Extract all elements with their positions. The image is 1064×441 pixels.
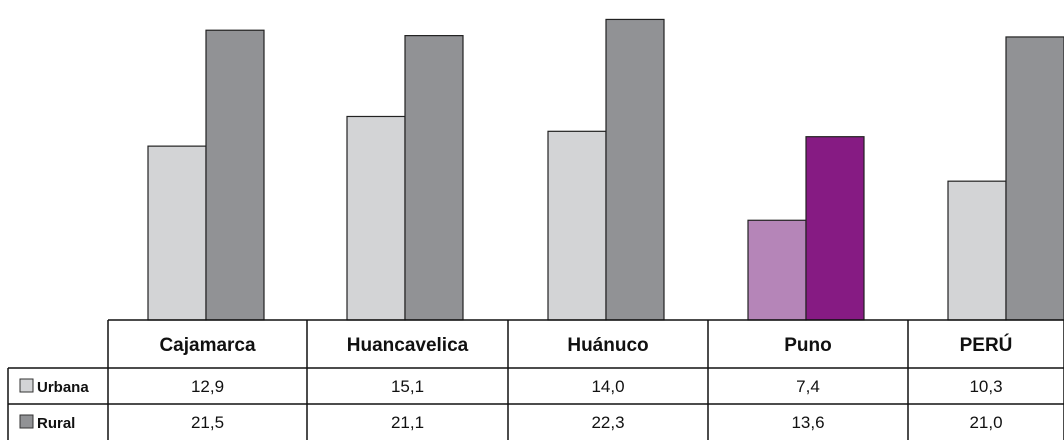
bar-rural-huanuco xyxy=(605,18,665,321)
value-label-rural-cajamarca: 21,5 xyxy=(191,413,224,432)
value-label-rural-huanuco: 22,3 xyxy=(591,413,624,432)
series-label-rural: Rural xyxy=(37,415,75,432)
data-table: Cajamarca Huancavelica Huánuco Puno PERÚ Urba… xyxy=(7,319,1064,440)
value-label-urbana-cajamarca: 12,9 xyxy=(191,377,224,396)
bar-urbana-cajamarca xyxy=(147,145,207,321)
value-label-urbana-puno: 7,4 xyxy=(796,377,820,396)
value-label-rural-peru: 21,0 xyxy=(969,413,1002,432)
category-label-puno: Puno xyxy=(784,335,832,356)
category-label-huancavelica: Huancavelica xyxy=(347,335,469,356)
value-label-urbana-huancavelica: 15,1 xyxy=(391,377,424,396)
bar-rural-huancavelica xyxy=(404,35,464,321)
value-label-urbana-huanuco: 14,0 xyxy=(591,377,624,396)
bar-rural-cajamarca xyxy=(205,29,265,321)
bar-urbana-puno xyxy=(747,219,807,321)
category-label-cajamarca: Cajamarca xyxy=(159,335,256,356)
bars-group xyxy=(147,18,1064,321)
series-label-urbana: Urbana xyxy=(37,379,89,396)
bar-urbana-huanuco xyxy=(547,130,607,321)
value-label-rural-huancavelica: 21,1 xyxy=(391,413,424,432)
category-label-huanuco: Huánuco xyxy=(567,335,648,356)
value-label-rural-puno: 13,6 xyxy=(791,413,824,432)
bar-urbana-peru xyxy=(947,180,1007,321)
bar-rural-peru xyxy=(1005,36,1064,321)
value-label-urbana-peru: 10,3 xyxy=(969,377,1002,396)
bar-rural-puno xyxy=(805,136,865,321)
legend-swatch-rural xyxy=(19,414,34,429)
bar-urbana-huancavelica xyxy=(346,115,406,321)
legend-swatch-urbana xyxy=(19,378,34,393)
category-label-peru: PERÚ xyxy=(960,334,1013,356)
